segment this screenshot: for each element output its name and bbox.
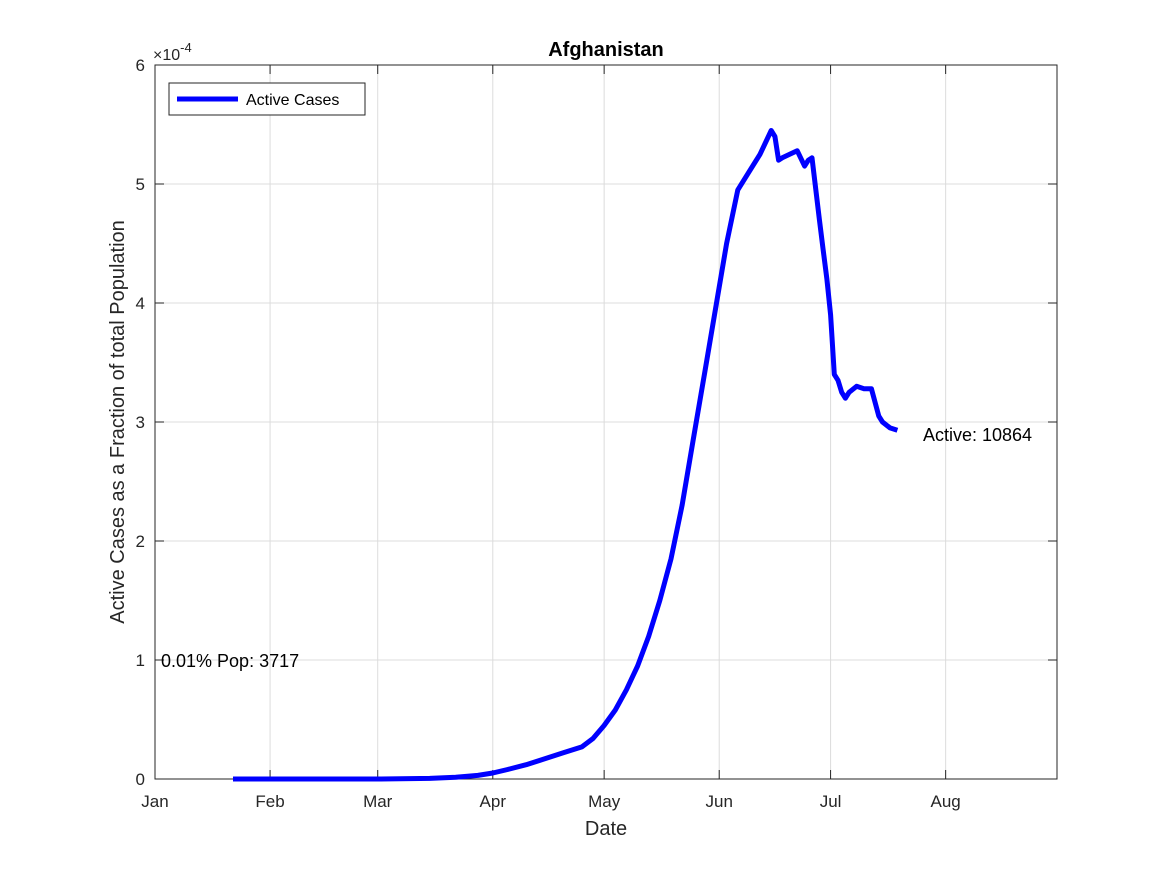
chart-title: Afghanistan (548, 39, 664, 61)
series-layer (233, 128, 899, 782)
y-tick-label: 1 (136, 651, 145, 670)
y-axis-label: Active Cases as a Fraction of total Popu… (107, 220, 129, 624)
legend: Active Cases (168, 82, 366, 116)
x-tick-label: Apr (480, 792, 507, 811)
x-tick-label: Jul (820, 792, 842, 811)
series-line-active-cases (233, 128, 899, 782)
y-tick-label: 0 (136, 770, 145, 789)
annotation-active-cases-end: Active: 10864 (923, 425, 1032, 445)
y-tick-labels: 0 1 2 3 4 5 6 (136, 56, 145, 789)
x-tick-label: Aug (931, 792, 961, 811)
y-tick-label: 4 (136, 294, 145, 313)
x-tick-label: Mar (363, 792, 393, 811)
annotation-population-threshold: 0.01% Pop: 3717 (161, 651, 299, 671)
x-tick-labels: Jan Feb Mar Apr May Jun Jul Aug (141, 792, 960, 811)
y-exponent-power: -4 (180, 40, 192, 55)
y-exponent-label: ×10-4 (153, 40, 192, 64)
legend-label-active-cases: Active Cases (246, 92, 339, 109)
x-tick-label: Jan (141, 792, 168, 811)
y-exponent-base: ×10 (153, 47, 180, 64)
x-tick-label: May (588, 792, 621, 811)
y-tick-label: 5 (136, 175, 145, 194)
y-tick-label: 2 (136, 532, 145, 551)
y-tick-label: 3 (136, 413, 145, 432)
y-tick-label: 6 (136, 56, 145, 75)
x-tick-label: Feb (255, 792, 284, 811)
x-tick-label: Jun (706, 792, 733, 811)
plot-box (154, 64, 1058, 780)
x-axis-label: Date (585, 818, 627, 840)
